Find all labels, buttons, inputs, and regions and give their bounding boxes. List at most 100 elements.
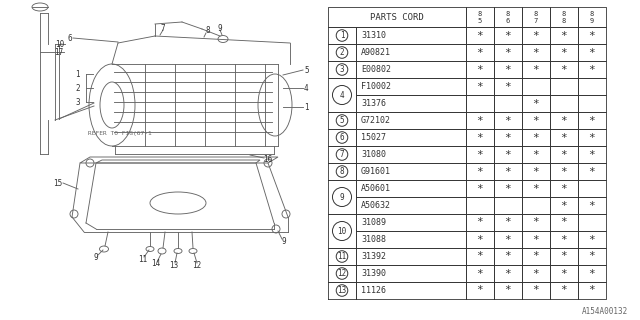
Text: 3: 3 <box>76 98 80 107</box>
Text: *: * <box>561 252 568 261</box>
Text: A50632: A50632 <box>361 201 391 210</box>
Text: *: * <box>561 47 568 58</box>
Text: *: * <box>589 268 595 278</box>
Text: 6: 6 <box>340 133 344 142</box>
Text: *: * <box>477 47 483 58</box>
Text: *: * <box>589 201 595 211</box>
Text: *: * <box>477 30 483 41</box>
Text: *: * <box>504 132 511 142</box>
Text: 4: 4 <box>304 84 308 92</box>
Text: *: * <box>561 201 568 211</box>
Text: *: * <box>477 166 483 177</box>
Text: *: * <box>589 285 595 295</box>
Text: PARTS CORD: PARTS CORD <box>370 12 424 21</box>
Text: *: * <box>532 285 540 295</box>
Text: A90821: A90821 <box>361 48 391 57</box>
Text: *: * <box>561 65 568 75</box>
Text: 8: 8 <box>205 26 211 35</box>
Text: *: * <box>504 235 511 244</box>
Text: *: * <box>504 149 511 159</box>
Text: *: * <box>477 116 483 125</box>
Text: 14: 14 <box>152 260 161 268</box>
Text: G72102: G72102 <box>361 116 391 125</box>
Text: *: * <box>561 235 568 244</box>
Text: *: * <box>532 166 540 177</box>
Text: 1: 1 <box>340 31 344 40</box>
Text: *: * <box>561 268 568 278</box>
Text: 10: 10 <box>337 227 347 236</box>
Text: *: * <box>504 268 511 278</box>
Text: *: * <box>504 65 511 75</box>
Text: 8
7: 8 7 <box>534 11 538 23</box>
Text: 4: 4 <box>340 91 344 100</box>
Text: *: * <box>477 252 483 261</box>
Text: 12: 12 <box>193 260 202 269</box>
Text: 17: 17 <box>54 47 63 57</box>
Text: *: * <box>477 183 483 194</box>
Text: *: * <box>477 218 483 228</box>
Text: *: * <box>589 132 595 142</box>
Text: *: * <box>561 218 568 228</box>
Text: 15: 15 <box>52 179 62 188</box>
Text: 10: 10 <box>55 39 64 49</box>
Text: 6: 6 <box>67 34 72 43</box>
Text: *: * <box>504 218 511 228</box>
Text: 8
9: 8 9 <box>590 11 594 23</box>
Text: *: * <box>589 30 595 41</box>
Text: *: * <box>532 47 540 58</box>
Text: *: * <box>477 82 483 92</box>
Text: *: * <box>589 65 595 75</box>
Text: *: * <box>504 47 511 58</box>
Text: 31089: 31089 <box>361 218 386 227</box>
Text: 1: 1 <box>304 102 308 111</box>
Text: 15027: 15027 <box>361 133 386 142</box>
Text: *: * <box>504 252 511 261</box>
Text: *: * <box>561 149 568 159</box>
Text: 5: 5 <box>340 116 344 125</box>
Text: 13: 13 <box>337 286 347 295</box>
Text: *: * <box>532 149 540 159</box>
Text: 31088: 31088 <box>361 235 386 244</box>
Text: 31310: 31310 <box>361 31 386 40</box>
Text: *: * <box>589 166 595 177</box>
Text: *: * <box>504 285 511 295</box>
Text: *: * <box>532 116 540 125</box>
Text: 11: 11 <box>337 252 347 261</box>
Text: *: * <box>504 116 511 125</box>
Text: *: * <box>477 235 483 244</box>
Text: *: * <box>477 132 483 142</box>
Text: 8
8: 8 8 <box>562 11 566 23</box>
Text: 11126: 11126 <box>361 286 386 295</box>
Text: 9: 9 <box>282 236 286 245</box>
Text: *: * <box>589 235 595 244</box>
Text: 31392: 31392 <box>361 252 386 261</box>
Text: 8
5: 8 5 <box>478 11 482 23</box>
Text: *: * <box>561 116 568 125</box>
Text: 31080: 31080 <box>361 150 386 159</box>
Text: *: * <box>532 252 540 261</box>
Text: G91601: G91601 <box>361 167 391 176</box>
Text: *: * <box>532 30 540 41</box>
Text: 12: 12 <box>337 269 347 278</box>
Text: A50601: A50601 <box>361 184 391 193</box>
Text: *: * <box>561 285 568 295</box>
Text: *: * <box>504 82 511 92</box>
Text: *: * <box>477 149 483 159</box>
Text: 11: 11 <box>138 254 148 263</box>
Text: REFER TO FIG(67-1: REFER TO FIG(67-1 <box>88 131 152 135</box>
Text: 2: 2 <box>76 84 80 92</box>
Text: 31376: 31376 <box>361 99 386 108</box>
Text: *: * <box>532 218 540 228</box>
Text: *: * <box>504 30 511 41</box>
Text: 7: 7 <box>340 150 344 159</box>
Text: *: * <box>532 268 540 278</box>
Text: 3: 3 <box>340 65 344 74</box>
Text: 5: 5 <box>304 66 308 75</box>
Text: 31390: 31390 <box>361 269 386 278</box>
Text: *: * <box>589 47 595 58</box>
Text: E00802: E00802 <box>361 65 391 74</box>
Text: *: * <box>589 116 595 125</box>
Text: 1: 1 <box>76 69 80 78</box>
Text: *: * <box>561 166 568 177</box>
Text: 16: 16 <box>264 155 273 164</box>
